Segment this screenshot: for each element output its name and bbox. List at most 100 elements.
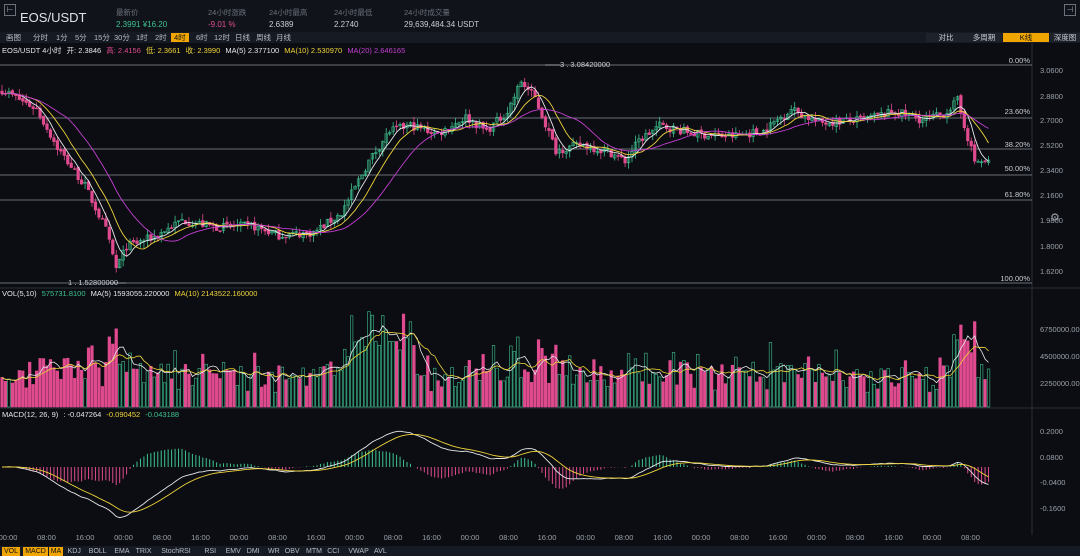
indicator-tab-kdj[interactable]: KDJ: [67, 548, 81, 555]
indicator-tab-avl[interactable]: AVL: [374, 548, 387, 555]
candle-body: [637, 138, 641, 143]
tab-depth[interactable]: 深度图: [1050, 33, 1080, 42]
candle-body: [270, 231, 274, 234]
volume-bar: [879, 368, 883, 408]
tab-timeline[interactable]: 分时: [33, 33, 48, 42]
candle-body: [100, 218, 104, 220]
volume-bar: [14, 380, 18, 408]
tab-daily[interactable]: 日线: [235, 33, 250, 42]
volume-bar: [73, 377, 77, 408]
indicator-tab-mtm[interactable]: MTM: [306, 548, 322, 555]
tab-4h[interactable]: 4时: [171, 33, 189, 42]
candle-body: [512, 96, 516, 105]
indicator-tab-obv[interactable]: OBV: [284, 548, 300, 555]
volume-bar: [568, 355, 572, 408]
stat-last-price: 最新价 2.3991 ¥16.20: [116, 8, 168, 29]
vol-axis-label: 2250000.00: [1040, 379, 1080, 388]
volume-bar: [903, 360, 908, 408]
indicator-tab-stochrsi[interactable]: StochRSI: [161, 548, 191, 555]
indicator-tab-emv[interactable]: EMV: [225, 548, 241, 555]
tab-12h[interactable]: 12时: [214, 33, 230, 42]
volume-bar: [941, 365, 946, 408]
volume-bar: [388, 340, 392, 408]
candle-body: [609, 149, 613, 158]
tab-15min[interactable]: 15分: [94, 33, 110, 42]
volume-bar: [530, 382, 534, 408]
volume-bar: [966, 340, 970, 408]
indicator-tab-cci[interactable]: CCI: [327, 548, 340, 555]
volume-bar: [713, 389, 717, 408]
expand-right-icon[interactable]: ⊣: [1064, 4, 1076, 16]
volume-bar: [24, 387, 28, 408]
indicator-tab-trix[interactable]: TRIX: [135, 548, 152, 555]
volume-bar: [595, 380, 599, 408]
volume-bar: [170, 378, 174, 408]
volume-bar: [121, 361, 125, 408]
candle-body: [806, 114, 811, 120]
candle-body: [163, 231, 167, 233]
collapse-left-icon[interactable]: ⊢: [4, 4, 16, 16]
candle-body: [211, 224, 215, 226]
tab-2h[interactable]: 2时: [155, 33, 167, 42]
indicator-tab-ma[interactable]: MA: [48, 547, 64, 556]
volume-bar: [862, 376, 866, 408]
volume-bar: [436, 380, 440, 408]
kline-chart[interactable]: 0.00% 23.60% 38.20% 50.00% 61.80% 100.00% 3.06…: [0, 43, 1080, 546]
candle-body: [969, 140, 973, 147]
volume-bar: [433, 367, 437, 408]
volume-bar: [485, 371, 489, 408]
indicator-tab-dmi[interactable]: DMI: [246, 548, 260, 555]
volume-bar: [17, 370, 21, 408]
candle-body: [384, 133, 388, 143]
tab-compare[interactable]: 对比: [926, 33, 966, 42]
volume-bar: [689, 373, 693, 408]
volume-bar: [575, 374, 579, 408]
candle-body: [239, 221, 243, 226]
candle-body: [315, 229, 319, 232]
volume-bar: [772, 369, 776, 408]
tab-6h[interactable]: 6时: [196, 33, 208, 42]
tab-1h[interactable]: 1时: [136, 33, 148, 42]
tab-5min[interactable]: 5分: [75, 33, 87, 42]
indicator-tab-macd[interactable]: MACD: [23, 547, 48, 556]
volume-bar: [865, 391, 869, 408]
volume-bar: [384, 329, 388, 408]
volume-bar: [585, 382, 589, 408]
candle-body: [339, 215, 343, 217]
volume-bar: [266, 371, 271, 408]
indicator-tab-vwap[interactable]: VWAP: [348, 548, 369, 555]
volume-bar: [263, 384, 267, 408]
tab-weekly[interactable]: 周线: [256, 33, 271, 42]
volume-bar: [661, 381, 665, 408]
volume-bar: [626, 353, 631, 408]
symbol-title[interactable]: EOS/USDT: [20, 10, 87, 25]
indicator-tab-vol[interactable]: VOL: [2, 547, 21, 556]
time-axis-label: 08:00: [37, 533, 56, 542]
legend-macd-hist: -0.043188: [145, 410, 180, 419]
fib-label: 100.00%: [1000, 274, 1030, 283]
tab-multi-period[interactable]: 多周期: [966, 33, 1002, 42]
volume-bar: [408, 321, 413, 408]
gear-icon[interactable]: ⚙: [1050, 212, 1060, 224]
tab-draw[interactable]: 画图: [6, 33, 21, 42]
candle-body: [661, 122, 665, 125]
volume-bar: [21, 370, 25, 408]
indicator-tab-wr[interactable]: WR: [268, 548, 280, 555]
tab-monthly[interactable]: 月线: [276, 33, 291, 42]
volume-bar: [786, 365, 790, 408]
tab-kline[interactable]: K线: [1003, 33, 1049, 42]
volume-bar: [637, 372, 641, 408]
stat-24h-low: 24小时最低 2.2740: [334, 8, 373, 29]
volume-bar: [734, 356, 738, 408]
time-axis-label: 00:00: [0, 533, 17, 542]
candle-body: [187, 223, 191, 226]
volume-bar: [654, 373, 658, 408]
volume-bar: [353, 341, 357, 408]
indicator-tab-rsi[interactable]: RSI: [204, 548, 217, 555]
tab-1min[interactable]: 1分: [56, 33, 68, 42]
indicator-tab-ema[interactable]: EMA: [114, 548, 130, 555]
time-axis-label: 00:00: [923, 533, 942, 542]
indicator-tab-boll[interactable]: BOLL: [88, 548, 107, 555]
tab-30min[interactable]: 30分: [114, 33, 130, 42]
candle-body: [955, 96, 959, 101]
